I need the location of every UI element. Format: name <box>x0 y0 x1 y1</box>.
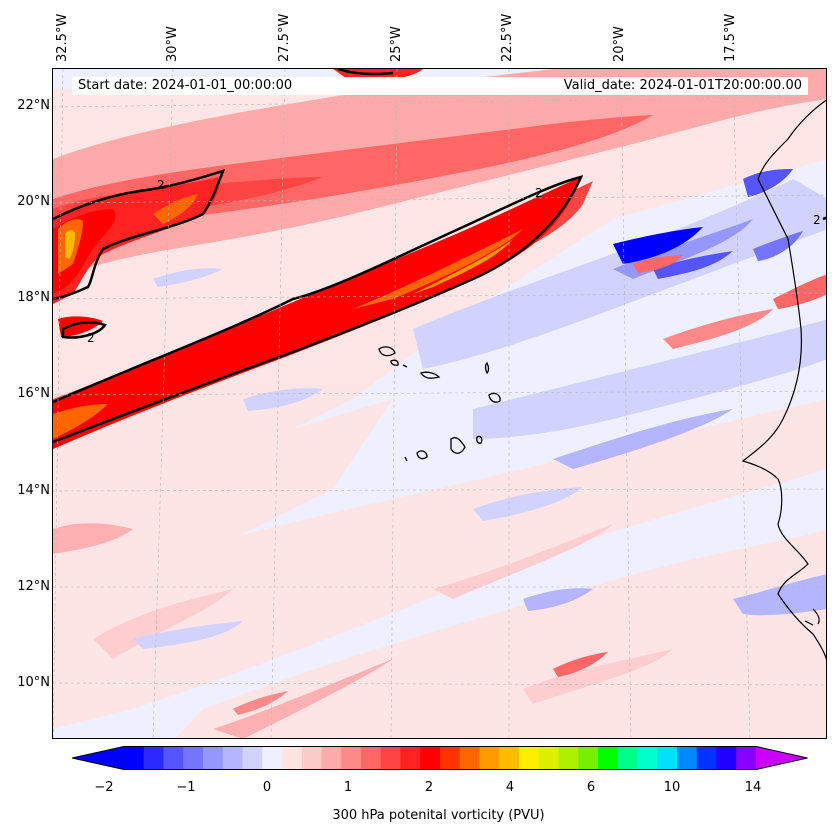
colorbar-cell <box>637 746 658 770</box>
colorbar-cell <box>716 746 737 770</box>
colorbar-cell <box>696 746 717 770</box>
colorbar-cell <box>479 746 500 770</box>
lon-label-32-5w: 32.5°W <box>55 13 70 62</box>
colorbar-cell <box>420 746 441 770</box>
lat-label-20n: 20°N <box>17 194 50 209</box>
lon-label-27-5w: 27.5°W <box>277 13 292 62</box>
lat-label-18n: 18°N <box>17 290 50 305</box>
colorbar-cell <box>598 746 619 770</box>
colorbar-title: 300 hPa potenital vorticity (PVU) <box>332 808 545 823</box>
contour-label-2: 2 <box>535 186 543 200</box>
colorbar-cell <box>617 746 638 770</box>
colorbar-cell <box>262 746 283 770</box>
pv-2-contours <box>53 69 826 444</box>
colorbar-cells <box>124 746 757 770</box>
colorbar-cell <box>242 746 263 770</box>
colorbar-cell <box>183 746 204 770</box>
colorbar <box>72 746 808 770</box>
pv-main-jet <box>53 177 593 449</box>
pv-field-light <box>53 69 826 738</box>
colorbar-cell <box>736 746 757 770</box>
pv-field-negative <box>133 169 826 649</box>
colorbar-cell <box>143 746 164 770</box>
cape-verde-islands <box>378 346 501 462</box>
colorbar-cell <box>301 746 322 770</box>
colorbar-cell <box>657 746 678 770</box>
colorbar-cell <box>163 746 184 770</box>
colorbar-cell <box>222 746 243 770</box>
lat-label-14n: 14°N <box>17 483 50 498</box>
colorbar-tick-label: 0 <box>262 780 272 795</box>
contour-label-1: 2 <box>157 178 165 192</box>
colorbar-tick-label: 10 <box>663 780 681 795</box>
colorbar-tick-label: 6 <box>586 780 596 795</box>
pv-field-red-streaks <box>233 255 826 715</box>
colorbar-cell <box>459 746 480 770</box>
colorbar-extend-low <box>72 746 124 770</box>
colorbar-cell <box>519 746 540 770</box>
valid-date: Valid_date: 2024-01-01T20:00:00.00 <box>563 78 802 93</box>
colorbar-cell <box>440 746 461 770</box>
colorbar-cell <box>380 746 401 770</box>
map-panel: 2 2 2 2 <box>52 68 827 739</box>
colorbar-cell <box>400 746 421 770</box>
contour-label-4: 2 <box>813 213 821 227</box>
lat-label-12n: 12°N <box>17 579 50 594</box>
lon-label-20w: 20°W <box>612 26 627 62</box>
lon-label-25w: 25°W <box>389 26 404 62</box>
lat-label-10n: 10°N <box>17 675 50 690</box>
colorbar-tick-label: 2 <box>424 780 434 795</box>
lat-label-16n: 16°N <box>17 386 50 401</box>
colorbar-cell <box>538 746 559 770</box>
colorbar-outline <box>72 746 808 770</box>
lat-label-22n: 22°N <box>17 98 50 113</box>
colorbar-tick-label: −1 <box>176 780 196 795</box>
colorbar-cell <box>203 746 224 770</box>
colorbar-tick-label: −2 <box>94 780 114 795</box>
lon-label-22-5w: 22.5°W <box>500 13 515 62</box>
start-date: Start date: 2024-01-01_00:00:00 <box>78 78 293 93</box>
colorbar-cell <box>321 746 342 770</box>
colorbar-tick-label: 1 <box>343 780 353 795</box>
colorbar-cell <box>282 746 303 770</box>
colorbar-tick-label: 4 <box>505 780 515 795</box>
graticule <box>53 69 826 738</box>
colorbar-cell <box>558 746 579 770</box>
colorbar-cell <box>124 746 145 770</box>
africa-coastline <box>741 99 826 660</box>
colorbar-cell <box>361 746 382 770</box>
potential-vorticity-map: 2 2 2 2 <box>53 69 826 738</box>
colorbar-extend-high <box>756 746 808 770</box>
lon-label-30w: 30°W <box>165 26 180 62</box>
contour-label-3: 2 <box>87 331 95 345</box>
lon-label-17-5w: 17.5°W <box>723 13 738 62</box>
contour-labels: 2 2 2 2 <box>87 178 821 345</box>
date-info-bar: Start date: 2024-01-01_00:00:00 Valid_da… <box>72 77 808 95</box>
colorbar-cell <box>677 746 698 770</box>
colorbar-cell <box>499 746 520 770</box>
colorbar-cell <box>578 746 599 770</box>
colorbar-cell <box>341 746 362 770</box>
colorbar-tick-label: 14 <box>744 780 762 795</box>
